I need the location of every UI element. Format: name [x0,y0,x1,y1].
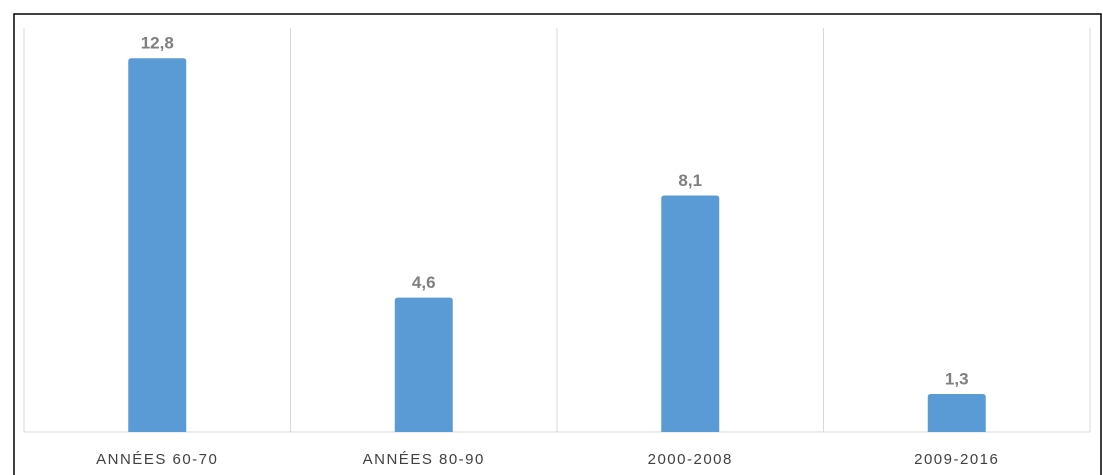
value-label: 8,1 [678,171,702,190]
value-label: 4,6 [412,273,436,292]
bar [128,58,187,433]
x-tick-label: 2000-2008 [648,451,733,468]
bar [661,195,720,432]
x-tick-label: ANNÉES 60-70 [96,451,218,468]
bar [394,297,453,432]
value-label: 12,8 [141,34,174,53]
bar [927,394,986,432]
x-tick-label: 2009-2016 [914,451,999,468]
value-label: 1,3 [945,370,969,389]
x-tick-label: ANNÉES 80-90 [363,451,485,468]
